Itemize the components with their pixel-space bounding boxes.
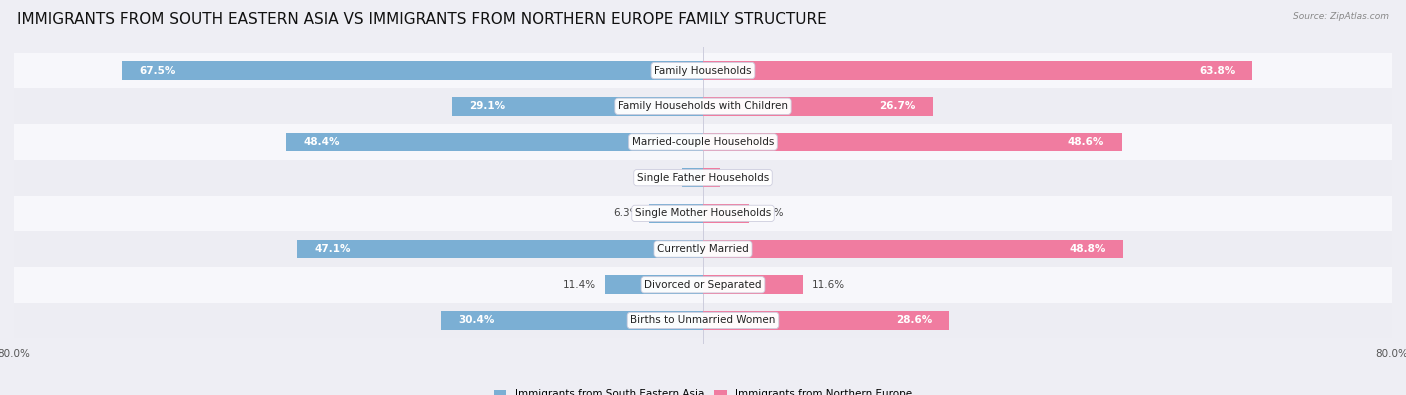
FancyBboxPatch shape	[6, 196, 1400, 231]
FancyBboxPatch shape	[6, 303, 1400, 338]
Text: Single Mother Households: Single Mother Households	[636, 209, 770, 218]
Text: Source: ZipAtlas.com: Source: ZipAtlas.com	[1294, 12, 1389, 21]
Bar	[453, 97, 703, 116]
Text: 5.3%: 5.3%	[758, 209, 783, 218]
Text: 6.3%: 6.3%	[613, 209, 640, 218]
Text: Currently Married: Currently Married	[657, 244, 749, 254]
Text: Family Households with Children: Family Households with Children	[619, 101, 787, 111]
FancyBboxPatch shape	[6, 53, 1400, 88]
Bar	[287, 133, 703, 151]
Bar	[703, 240, 1123, 258]
Bar	[648, 204, 703, 223]
Text: 30.4%: 30.4%	[458, 316, 495, 325]
Bar	[441, 311, 703, 330]
Bar	[703, 168, 720, 187]
Bar	[703, 133, 1122, 151]
Text: Divorced or Separated: Divorced or Separated	[644, 280, 762, 290]
Text: IMMIGRANTS FROM SOUTH EASTERN ASIA VS IMMIGRANTS FROM NORTHERN EUROPE FAMILY STR: IMMIGRANTS FROM SOUTH EASTERN ASIA VS IM…	[17, 12, 827, 27]
Text: 48.6%: 48.6%	[1069, 137, 1104, 147]
Text: 48.8%: 48.8%	[1070, 244, 1107, 254]
Text: 63.8%: 63.8%	[1199, 66, 1236, 75]
Text: Single Father Households: Single Father Households	[637, 173, 769, 182]
Bar	[703, 61, 1253, 80]
Bar	[703, 97, 934, 116]
Text: 2.0%: 2.0%	[728, 173, 755, 182]
Text: 29.1%: 29.1%	[470, 101, 506, 111]
Text: 11.4%: 11.4%	[562, 280, 596, 290]
Bar	[298, 240, 703, 258]
FancyBboxPatch shape	[6, 124, 1400, 160]
FancyBboxPatch shape	[6, 231, 1400, 267]
Text: 11.6%: 11.6%	[811, 280, 845, 290]
Text: Married-couple Households: Married-couple Households	[631, 137, 775, 147]
Bar	[703, 275, 803, 294]
Bar	[703, 311, 949, 330]
Text: 26.7%: 26.7%	[879, 101, 915, 111]
Legend: Immigrants from South Eastern Asia, Immigrants from Northern Europe: Immigrants from South Eastern Asia, Immi…	[489, 385, 917, 395]
Text: 48.4%: 48.4%	[304, 137, 340, 147]
FancyBboxPatch shape	[6, 88, 1400, 124]
Text: 67.5%: 67.5%	[139, 66, 176, 75]
Text: 47.1%: 47.1%	[315, 244, 352, 254]
Bar	[682, 168, 703, 187]
FancyBboxPatch shape	[6, 160, 1400, 196]
Text: Family Households: Family Households	[654, 66, 752, 75]
Bar	[703, 204, 748, 223]
Text: Births to Unmarried Women: Births to Unmarried Women	[630, 316, 776, 325]
FancyBboxPatch shape	[6, 267, 1400, 303]
Bar	[605, 275, 703, 294]
Text: 2.4%: 2.4%	[647, 173, 673, 182]
Text: 28.6%: 28.6%	[896, 316, 932, 325]
Bar	[122, 61, 703, 80]
